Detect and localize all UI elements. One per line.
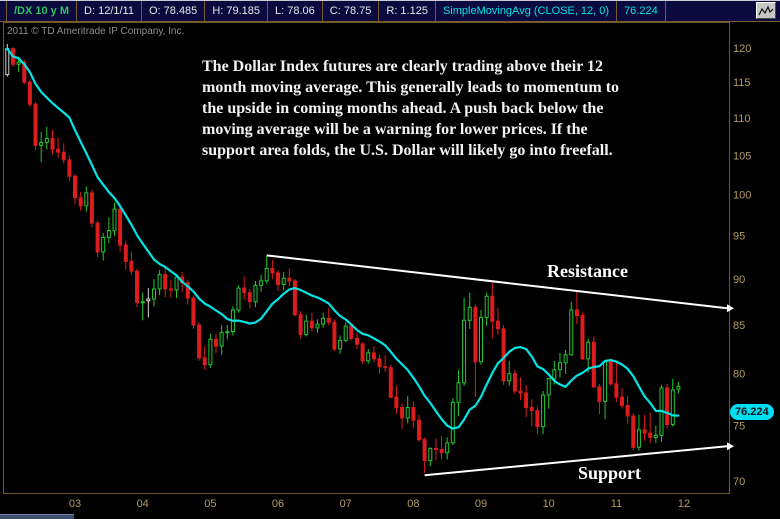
svg-text:11: 11: [611, 498, 622, 510]
symbol-label[interactable]: /DX 10 y M: [6, 1, 78, 21]
svg-text:120: 120: [733, 43, 751, 55]
svg-text:110: 110: [733, 113, 751, 125]
svg-text:05: 05: [204, 498, 216, 510]
svg-text:105: 105: [733, 150, 751, 162]
svg-text:80: 80: [733, 369, 745, 381]
study-value: 76.224: [617, 1, 666, 21]
annotation-line: moving average will be a warning for low…: [202, 121, 588, 138]
high-field: H: 79.185: [205, 1, 269, 21]
trendlines: [266, 254, 734, 477]
annotation-text: The Dollar Index futures are clearly tra…: [202, 56, 619, 161]
resistance-label: Resistance: [547, 261, 628, 281]
svg-text:10: 10: [543, 498, 555, 510]
line-chart-icon: [758, 5, 774, 15]
svg-text:90: 90: [733, 274, 745, 286]
horizontal-scrollbar-thumb[interactable]: [0, 514, 74, 519]
quote-header-bar: /DX 10 y M D: 12/1/11 O: 78.485 H: 79.18…: [0, 0, 780, 22]
svg-text:06: 06: [272, 498, 284, 510]
study-label[interactable]: SimpleMovingAvg (CLOSE, 12, 0): [436, 1, 618, 21]
svg-text:95: 95: [733, 231, 745, 243]
open-field: O: 78.485: [142, 1, 206, 21]
date-field: D: 12/1/11: [77, 1, 142, 21]
low-field: L: 78.06: [268, 1, 323, 21]
close-field: C: 78.75: [323, 1, 380, 21]
svg-text:08: 08: [407, 498, 419, 510]
svg-text:70: 70: [733, 476, 745, 488]
range-field: R: 1.125: [379, 1, 436, 21]
svg-text:07: 07: [340, 498, 352, 510]
svg-text:85: 85: [733, 320, 745, 332]
price-axis-labels: 120 115 110 105 100 95 90 85 80 75 70: [733, 43, 751, 488]
svg-text:03: 03: [69, 498, 81, 510]
svg-text:04: 04: [137, 498, 149, 510]
candlesticks: [5, 44, 681, 473]
svg-text:12: 12: [678, 498, 690, 510]
annotation-line: the upside in coming months ahead. A pus…: [202, 100, 604, 117]
last-price-badge: 76.224: [730, 404, 774, 420]
svg-text:09: 09: [475, 498, 487, 510]
annotation-line: support area folds, the U.S. Dollar will…: [202, 142, 613, 159]
support-label: Support: [578, 463, 642, 483]
svg-text:100: 100: [733, 190, 751, 202]
svg-text:115: 115: [733, 77, 751, 89]
sma-line: [6, 47, 680, 430]
time-axis-labels: 03 04 05 06 07 08 09 10 11 12: [69, 498, 690, 510]
annotation-line: The Dollar Index futures are clearly tra…: [202, 58, 604, 75]
annotation-line: month moving average. This generally lea…: [202, 79, 620, 96]
svg-text:75: 75: [733, 421, 745, 433]
copyright-text: 2011 © TD Ameritrade IP Company, Inc.: [7, 26, 185, 37]
chart-style-button[interactable]: [756, 2, 776, 19]
